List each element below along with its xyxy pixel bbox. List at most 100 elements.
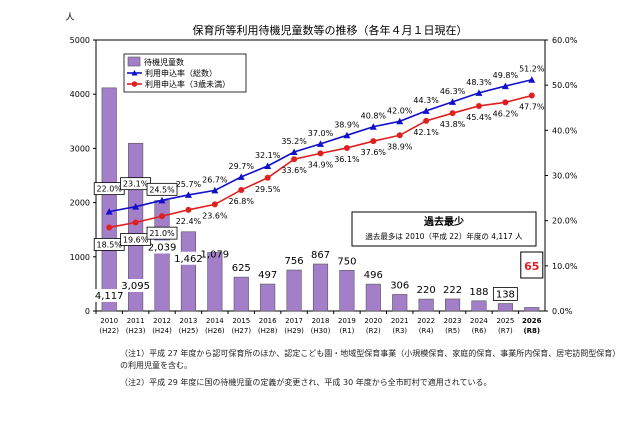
bar-value-label: 750 xyxy=(337,256,356,267)
bar-value-label: 3,095 xyxy=(121,281,150,292)
line-total-label: 42.0% xyxy=(387,106,413,115)
x-tick-label: 2012 xyxy=(153,317,171,325)
line-under3-label: 46.2% xyxy=(493,109,519,118)
x-tick-label: 2022 xyxy=(417,317,435,325)
bar-value-label: 496 xyxy=(364,270,383,281)
callout-title: 過去最少 xyxy=(423,215,464,228)
y-axis-left-unit: 人 xyxy=(65,12,74,23)
x-tick-sublabel: (R3) xyxy=(392,327,407,335)
point-under3 xyxy=(343,144,350,151)
bars xyxy=(101,87,540,312)
x-tick-label: 2024 xyxy=(470,317,488,325)
line-total-label: 48.3% xyxy=(466,78,492,87)
point-total xyxy=(475,89,483,96)
y-right-tick-label: 10.0% xyxy=(552,262,578,271)
x-tick-sublabel: (H22) xyxy=(99,327,119,335)
bar xyxy=(524,307,540,312)
line-under3-label: 26.8% xyxy=(229,197,255,206)
y-right-tick-label: 50.0% xyxy=(552,81,578,90)
point-total xyxy=(237,173,245,180)
bar xyxy=(365,283,381,312)
x-tick-label: 2011 xyxy=(127,317,145,325)
line-total-label: 23.1% xyxy=(123,180,149,189)
x-tick-sublabel: (H28) xyxy=(258,327,278,335)
callout-value: 65 xyxy=(524,260,539,273)
point-total xyxy=(105,208,113,215)
line-under3-label: 21.0% xyxy=(149,229,175,238)
bar-label-bg xyxy=(91,289,128,302)
x-tick-label: 2013 xyxy=(180,317,198,325)
point-under3 xyxy=(238,186,245,193)
bar xyxy=(207,252,223,312)
y-left-tick-label: 0 xyxy=(85,307,90,316)
x-tick-label: 2026 xyxy=(522,317,542,325)
line-under3-label: 47.7% xyxy=(519,103,545,112)
line-under3-label: 38.9% xyxy=(387,142,413,151)
line-label-box xyxy=(146,226,178,240)
point-total xyxy=(184,191,192,198)
bar xyxy=(497,303,513,312)
point-total xyxy=(211,186,219,194)
bar xyxy=(260,283,276,312)
callout-box xyxy=(351,211,537,247)
line-total-label: 24.5% xyxy=(149,185,175,194)
callout-value-box xyxy=(520,251,544,279)
callout-text: 過去最多は 2010（平成 22）年度の 4,117 人 xyxy=(365,231,523,241)
bar-value-label: 4,117 xyxy=(95,291,124,302)
bar-label-bg xyxy=(144,240,181,254)
bar-value-label: 756 xyxy=(285,256,304,267)
point-under3 xyxy=(317,150,324,157)
bar-value-label: 306 xyxy=(390,280,409,291)
line-total-label: 44.3% xyxy=(413,96,439,105)
bar xyxy=(418,298,434,312)
bar-value-label: 1,462 xyxy=(174,254,203,265)
line-total-label: 26.7% xyxy=(202,175,228,184)
bar-label-bg xyxy=(117,279,154,292)
x-tick-sublabel: (R1) xyxy=(340,327,355,335)
legend-marker xyxy=(131,70,138,76)
y-left-tick-label: 1000 xyxy=(70,253,90,262)
x-tick-sublabel: (R7) xyxy=(498,327,513,335)
legend-label-bars: 待機児童数 xyxy=(144,57,184,67)
point-total xyxy=(501,82,509,90)
point-total xyxy=(317,140,324,147)
x-tick-label: 2010 xyxy=(100,317,118,325)
y-right-tick-label: 30.0% xyxy=(552,172,578,181)
bar-value-label: 497 xyxy=(258,270,277,281)
bar-label-box xyxy=(492,287,518,301)
line-under3-label: 37.6% xyxy=(361,148,387,157)
x-tick-sublabel: (R6) xyxy=(472,327,487,335)
x-tick-sublabel: (R2) xyxy=(366,327,381,335)
point-total xyxy=(449,98,457,105)
bar xyxy=(180,231,197,312)
point-total xyxy=(396,117,404,125)
bar-value-label: 625 xyxy=(232,263,251,274)
bar-value-label: 188 xyxy=(469,287,488,298)
point-under3 xyxy=(211,201,218,208)
point-under3 xyxy=(528,92,535,99)
legend-label-line: 利用申込率（3歳未満） xyxy=(145,79,230,89)
line-under3-label: 43.8% xyxy=(440,120,466,129)
line-total-label: 37.0% xyxy=(308,129,334,138)
y-left-tick-label: 3000 xyxy=(70,144,90,153)
line-label-box xyxy=(146,182,178,196)
point-under3 xyxy=(264,174,271,181)
x-tick-sublabel: (R4) xyxy=(419,327,434,335)
point-under3 xyxy=(449,110,456,117)
y-left-tick-label: 4000 xyxy=(70,90,90,99)
line-total-label: 38.9% xyxy=(334,120,360,129)
bar xyxy=(312,263,329,312)
line-under3-label: 18.5% xyxy=(96,240,122,249)
legend-swatch-bars xyxy=(127,56,141,67)
x-tick-sublabel: (R8) xyxy=(523,327,540,335)
legend-label-line: 利用申込率（総数） xyxy=(145,68,217,78)
x-tick-label: 2016 xyxy=(259,317,277,325)
point-total xyxy=(343,131,351,139)
point-total xyxy=(264,162,272,170)
x-tick-label: 2019 xyxy=(338,317,356,325)
x-tick-sublabel: (H24) xyxy=(152,327,172,335)
x-tick-sublabel: (H27) xyxy=(231,327,251,335)
bar xyxy=(233,276,249,312)
